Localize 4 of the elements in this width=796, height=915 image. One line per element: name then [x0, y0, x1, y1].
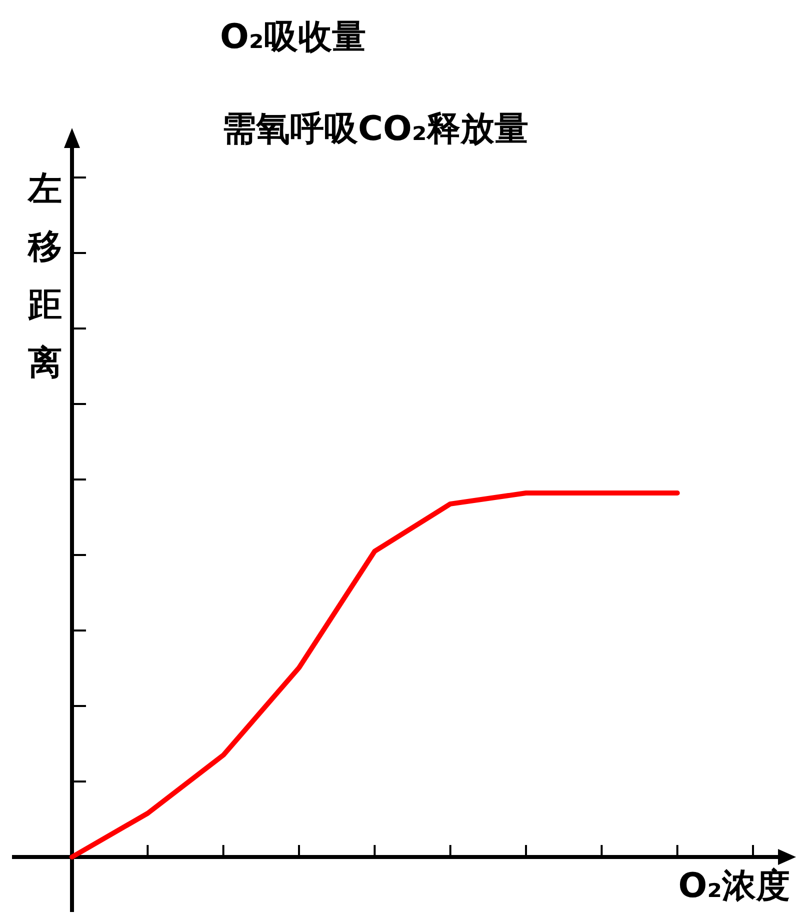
chart-subtitle: 需氧呼吸CO₂释放量	[222, 109, 529, 149]
x-axis-title: O₂浓度	[678, 866, 790, 906]
chart-title: O₂吸收量	[220, 17, 366, 57]
y-axis-title: 左移距离	[27, 169, 62, 383]
